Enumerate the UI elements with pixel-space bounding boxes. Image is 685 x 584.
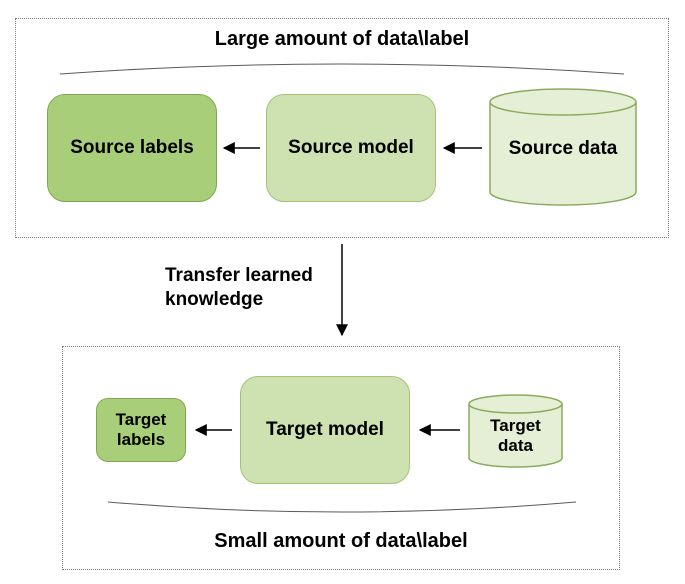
bottom-panel-title: Small amount of data\label xyxy=(62,530,620,553)
bottom-panel-arc xyxy=(0,0,685,584)
